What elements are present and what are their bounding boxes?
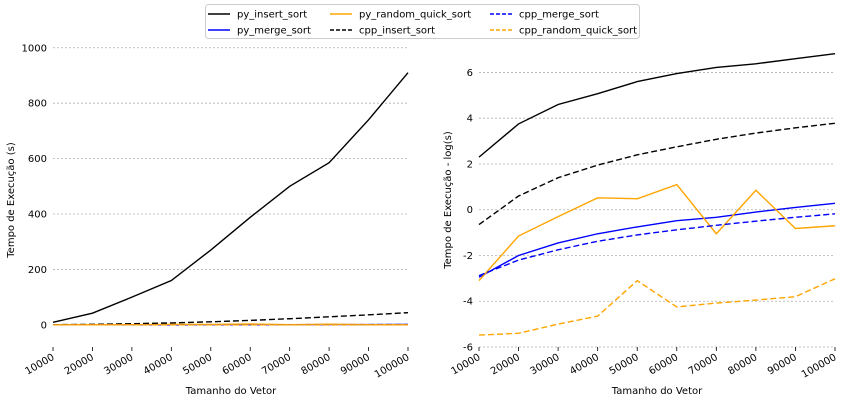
right-y-axis-label: Tempo de Execução - log(s) <box>443 131 454 270</box>
y-tick-label: 1000 <box>22 43 47 54</box>
y-tick-label: -2 <box>463 251 473 262</box>
y-tick-label: -4 <box>463 297 473 308</box>
x-tick-label: 20000 <box>489 352 522 377</box>
y-tick-label: 2 <box>467 159 473 170</box>
y-tick-label: 4 <box>467 114 473 125</box>
x-tick-label: 10000 <box>23 352 56 377</box>
series-line-cpp-random-quick-sort <box>478 278 836 336</box>
legend-label: cpp_random_quick_sort <box>519 26 637 37</box>
x-tick-label: 90000 <box>766 352 799 377</box>
legend-label: py_merge_sort <box>237 26 311 37</box>
series-line-cpp-merge-sort <box>478 213 836 277</box>
series-line-cpp-insert-sort <box>478 122 836 226</box>
right-x-axis-label: Tamanho do Vetor <box>611 386 703 397</box>
legend-label: py_insert_sort <box>237 10 307 21</box>
x-tick-label: 100000 <box>800 352 839 381</box>
left-chart-panel: 0 200 400 600 800 1000 10000 20000 30000 40000 500… <box>22 43 412 380</box>
x-tick-label: 100000 <box>373 352 412 381</box>
x-tick-label: 40000 <box>142 352 175 377</box>
x-tick-label: 90000 <box>339 352 372 377</box>
series-line-py-random-quick-sort <box>478 183 836 282</box>
x-tick-label: 20000 <box>63 352 96 377</box>
x-tick-label: 10000 <box>449 352 482 377</box>
legend-box <box>205 4 640 39</box>
x-tick-label: 60000 <box>647 352 680 377</box>
y-tick-label: 0 <box>41 320 47 331</box>
x-tick-label: 50000 <box>181 352 214 377</box>
series-line-py-insert-sort <box>478 52 836 158</box>
series-line-cpp-insert-sort <box>52 311 409 326</box>
legend-label: cpp_merge_sort <box>519 10 599 21</box>
y-tick-label: 6 <box>467 68 473 79</box>
x-tick-label: 80000 <box>300 352 333 377</box>
x-tick-label: 80000 <box>726 352 759 377</box>
x-tick-label: 50000 <box>608 352 641 377</box>
x-tick-label: 40000 <box>568 352 601 377</box>
y-tick-label: 800 <box>28 99 47 110</box>
y-tick-label: -6 <box>463 343 473 354</box>
x-tick-label: 30000 <box>529 352 562 377</box>
y-tick-label: 600 <box>28 154 47 165</box>
legend-label: py_random_quick_sort <box>359 10 471 21</box>
y-tick-label: 200 <box>28 265 47 276</box>
y-tick-label: 0 <box>467 205 473 216</box>
x-tick-label: 70000 <box>260 352 293 377</box>
legend: py_insert_sort py_merge_sort py_random_qui… <box>205 4 640 39</box>
x-tick-label: 70000 <box>687 352 720 377</box>
legend-label: cpp_insert_sort <box>359 26 435 37</box>
right-chart-panel: -6 -4 -2 0 2 4 6 10000 20000 30000 40000 50000 60000… <box>449 52 839 381</box>
series-line-py-insert-sort <box>52 72 409 324</box>
y-tick-label: 400 <box>28 210 47 221</box>
x-tick-label: 60000 <box>221 352 254 377</box>
x-tick-label: 30000 <box>102 352 135 377</box>
left-x-axis-label: Tamanho do Vetor <box>185 386 277 397</box>
left-y-axis-label: Tempo de Execução (s) <box>6 142 17 259</box>
